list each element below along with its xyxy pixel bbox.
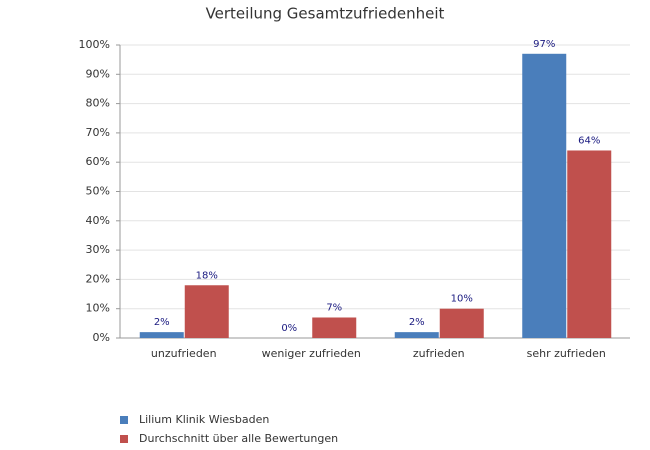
x-tick-label: unzufrieden — [151, 347, 217, 360]
legend-swatch — [120, 435, 128, 443]
x-tick-label: zufrieden — [413, 347, 465, 360]
bar — [439, 308, 484, 338]
bar — [312, 317, 357, 338]
bar — [522, 53, 567, 338]
y-tick-label: 90% — [86, 67, 110, 80]
value-label: 2% — [154, 317, 170, 328]
y-tick-label: 40% — [86, 214, 110, 227]
y-tick-label: 10% — [86, 302, 110, 315]
value-label: 18% — [196, 270, 218, 281]
legend-label: Durchschnitt über alle Bewertungen — [139, 432, 338, 445]
value-label: 7% — [326, 302, 342, 313]
chart-title: Verteilung Gesamtzufriedenheit — [206, 5, 445, 23]
y-tick-label: 70% — [86, 126, 110, 139]
y-tick-label: 60% — [86, 155, 110, 168]
legend-swatch — [120, 416, 128, 424]
legend-label: Lilium Klinik Wiesbaden — [139, 413, 269, 426]
value-label: 0% — [281, 323, 297, 334]
x-tick-label: weniger zufrieden — [262, 347, 361, 360]
bar — [184, 285, 229, 338]
y-tick-label: 100% — [79, 38, 110, 51]
y-tick-label: 50% — [86, 185, 110, 198]
value-label: 10% — [451, 294, 473, 305]
x-tick-label: sehr zufrieden — [527, 347, 606, 360]
y-tick-label: 30% — [86, 243, 110, 256]
bar — [567, 150, 612, 338]
value-label: 97% — [533, 39, 555, 50]
y-tick-label: 80% — [86, 97, 110, 110]
y-tick-label: 0% — [93, 331, 110, 344]
bar — [139, 332, 184, 338]
bar — [394, 332, 439, 338]
value-label: 64% — [578, 135, 600, 146]
value-label: 2% — [409, 317, 425, 328]
y-tick-label: 20% — [86, 272, 110, 285]
